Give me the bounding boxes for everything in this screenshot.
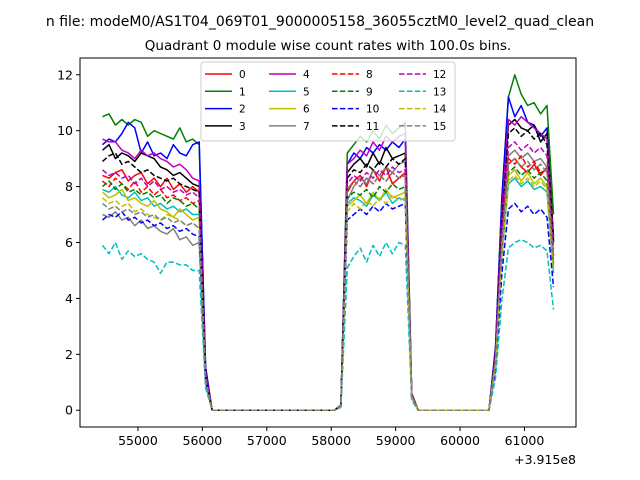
legend-box bbox=[200, 61, 456, 142]
x-tick-label: 58000 bbox=[311, 433, 351, 448]
series-line-14 bbox=[102, 174, 555, 411]
plot-area bbox=[101, 74, 555, 411]
legend-label-9: 9 bbox=[366, 86, 373, 98]
y-tick-label: 4 bbox=[65, 291, 73, 306]
legend-label-4: 4 bbox=[303, 69, 310, 81]
legend-label-3: 3 bbox=[239, 121, 246, 133]
legend-label-15: 15 bbox=[433, 121, 446, 133]
y-axis: 0 2 4 6 8 10 12 bbox=[57, 67, 80, 418]
legend-label-6: 6 bbox=[303, 104, 310, 116]
x-axis: 55000 56000 57000 58000 59000 60000 61000 bbox=[118, 427, 544, 448]
y-tick-label: 12 bbox=[57, 67, 73, 82]
legend-label-12: 12 bbox=[433, 69, 446, 81]
legend-label-5: 5 bbox=[303, 86, 310, 98]
x-tick-label: 57000 bbox=[247, 433, 287, 448]
legend-label-1: 1 bbox=[239, 86, 246, 98]
legend-label-14: 14 bbox=[433, 104, 447, 116]
y-tick-label: 0 bbox=[65, 403, 73, 418]
y-tick-label: 10 bbox=[57, 123, 73, 138]
legend-label-13: 13 bbox=[433, 86, 446, 98]
legend-label-2: 2 bbox=[239, 104, 246, 116]
y-tick-label: 8 bbox=[65, 179, 73, 194]
figure-suptitle: n file: modeM0/AS1T04_069T01_9000005158_… bbox=[46, 14, 594, 30]
x-tick-label: 61000 bbox=[505, 433, 545, 448]
x-tick-label: 60000 bbox=[440, 433, 480, 448]
y-tick-label: 2 bbox=[65, 347, 73, 362]
legend-label-7: 7 bbox=[303, 121, 310, 133]
legend-label-10: 10 bbox=[366, 104, 379, 116]
series-line-13 bbox=[101, 238, 555, 411]
x-tick-label: 56000 bbox=[183, 433, 223, 448]
legend-label-11: 11 bbox=[366, 121, 379, 133]
x-offset-label: +3.915e8 bbox=[514, 452, 576, 467]
chart-title: Quadrant 0 module wise count rates with … bbox=[145, 38, 511, 54]
y-tick-label: 6 bbox=[65, 235, 73, 250]
legend-label-8: 8 bbox=[366, 69, 373, 81]
legend-label-0: 0 bbox=[239, 69, 246, 81]
series-line-15 bbox=[102, 157, 555, 411]
x-tick-label: 59000 bbox=[376, 433, 416, 448]
x-tick-label: 55000 bbox=[118, 433, 158, 448]
